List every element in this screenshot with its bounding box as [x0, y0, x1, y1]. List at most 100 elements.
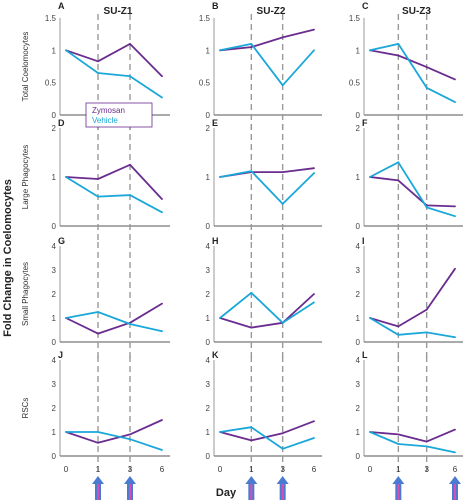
data-point-zymosan — [97, 441, 99, 444]
panel-letter: B — [212, 1, 219, 11]
data-point-vehicle — [313, 301, 315, 304]
series-line-zymosan — [65, 163, 163, 200]
x-tick-label: 3 — [280, 465, 285, 474]
panel-h: H 0 1 2 3 4 — [206, 236, 322, 358]
data-point-zymosan — [454, 428, 456, 431]
data-point-vehicle — [161, 96, 163, 99]
y-tick-label: 1.5 — [45, 14, 57, 23]
injection-arrow — [92, 476, 104, 500]
series-line-vehicle — [66, 431, 163, 451]
series-line-vehicle — [369, 317, 456, 339]
data-point-vehicle — [397, 333, 400, 336]
y-tick-label: 0 — [356, 222, 361, 231]
data-point-vehicle — [219, 317, 221, 319]
data-point-vehicle — [369, 431, 371, 433]
data-point-vehicle — [397, 42, 400, 45]
panel-letter: C — [362, 1, 369, 11]
panel-j: J 0 1 2 3 4 RSCs — [21, 350, 170, 472]
data-point-zymosan — [281, 36, 284, 39]
y-tick-label: 2 — [52, 404, 57, 413]
data-point-zymosan — [97, 178, 99, 180]
data-point-zymosan — [97, 332, 99, 335]
series-line-zymosan — [369, 428, 456, 443]
arrow-shaft-inner — [97, 484, 99, 500]
injection-arrow — [124, 476, 136, 500]
data-point-vehicle — [454, 215, 456, 218]
data-point-zymosan — [313, 28, 315, 31]
panel-letter: G — [58, 236, 65, 246]
data-point-vehicle — [369, 49, 371, 52]
series-line-zymosan — [369, 49, 456, 81]
data-point-zymosan — [425, 66, 428, 69]
y-tick-label: 4 — [206, 242, 211, 251]
series-line-zymosan — [65, 419, 163, 444]
x-tick-label: 1 — [396, 465, 401, 474]
panel-letter: L — [362, 350, 368, 360]
y-tick-label: 0 — [206, 452, 211, 461]
data-point-vehicle — [65, 176, 67, 178]
y-tick-label: 0 — [52, 111, 57, 120]
y-tick-label: 2 — [206, 404, 211, 413]
y-tick-label: 1 — [356, 314, 361, 323]
panel-l: L 0 1 2 3 4 — [356, 350, 463, 472]
row-label: Small Phagocytes — [21, 262, 30, 326]
data-point-zymosan — [454, 267, 456, 270]
y-tick-label: 4 — [52, 242, 57, 251]
data-point-vehicle — [250, 291, 253, 294]
y-tick-label: 0 — [52, 222, 57, 231]
panel-letter: H — [212, 236, 219, 246]
data-point-zymosan — [313, 420, 315, 423]
legend-box — [85, 102, 153, 128]
row-label: Large Phagocytes — [21, 145, 30, 210]
data-point-vehicle — [250, 426, 253, 429]
arrow-shaft-inner — [397, 484, 400, 500]
y-tick-label: 0.5 — [199, 79, 211, 88]
x-tick-label: 3 — [424, 465, 429, 474]
panel-i: I 0 1 2 3 4 — [356, 236, 463, 358]
legend-entry-vehicle: Vehicle — [92, 116, 118, 125]
panel-letter: J — [58, 350, 63, 360]
data-point-zymosan — [161, 302, 163, 305]
y-tick-label: 1 — [52, 428, 57, 437]
data-point-vehicle — [313, 49, 315, 52]
data-point-zymosan — [281, 432, 284, 435]
data-point-zymosan — [313, 167, 315, 170]
injection-arrow — [449, 476, 461, 500]
series-line-vehicle — [219, 291, 315, 324]
data-point-zymosan — [129, 42, 131, 45]
data-point-vehicle — [425, 86, 428, 89]
data-point-vehicle — [454, 451, 456, 454]
data-point-vehicle — [250, 170, 253, 173]
y-tick-label: 1 — [206, 173, 211, 182]
panel-d: D 0 1 2 Large Phagocytes — [21, 118, 170, 242]
y-tick-label: 3 — [356, 380, 361, 389]
data-point-vehicle — [397, 443, 400, 445]
y-tick-label: 2 — [206, 290, 211, 299]
panel-letter: K — [212, 350, 219, 360]
data-point-zymosan — [454, 205, 456, 208]
y-tick-label: 1 — [206, 428, 211, 437]
column-header-su-z2: SU-Z2 — [257, 6, 286, 17]
arrow-head — [449, 476, 461, 484]
data-point-vehicle — [161, 330, 163, 333]
data-point-vehicle — [369, 317, 371, 319]
data-point-vehicle — [219, 49, 221, 52]
data-point-vehicle — [425, 445, 428, 448]
row-label: Total Coelomocytes — [21, 32, 30, 102]
y-tick-label: 0 — [52, 338, 57, 347]
y-tick-label: 4 — [206, 356, 211, 365]
series-line-vehicle — [65, 176, 163, 214]
data-point-zymosan — [161, 198, 163, 200]
y-tick-label: 2 — [206, 124, 211, 133]
y-tick-label: 2 — [356, 124, 361, 133]
data-point-vehicle — [425, 206, 428, 209]
data-point-vehicle — [219, 431, 221, 433]
series-line-zymosan — [369, 176, 456, 208]
series-line-zymosan — [219, 167, 315, 178]
y-tick-label: 3 — [206, 266, 211, 275]
data-point-vehicle — [129, 323, 131, 325]
y-tick-label: 0 — [356, 452, 361, 461]
data-point-vehicle — [65, 431, 67, 433]
series-line-zymosan — [219, 28, 315, 52]
